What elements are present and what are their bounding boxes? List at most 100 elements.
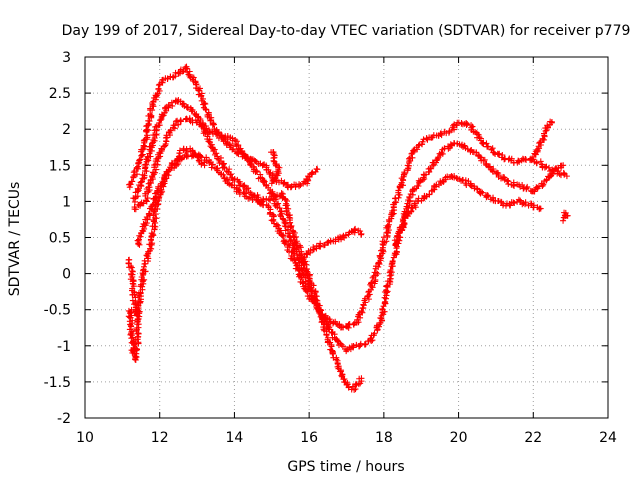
data-point-marker	[358, 230, 365, 237]
data-point-marker	[379, 305, 386, 312]
data-point-marker	[438, 132, 445, 139]
data-point-marker	[149, 169, 156, 176]
data-point-marker	[560, 162, 567, 169]
data-point-marker	[165, 167, 172, 174]
data-point-marker	[368, 279, 375, 286]
x-tick-label: 14	[226, 430, 244, 446]
data-point-marker	[171, 122, 178, 129]
data-point-marker	[284, 211, 291, 218]
data-point-marker	[366, 288, 373, 295]
data-point-marker	[368, 338, 375, 345]
data-point-marker	[156, 119, 163, 126]
data-point-marker	[175, 121, 182, 128]
data-point-marker	[479, 189, 486, 196]
data-point-marker	[245, 195, 252, 202]
data-point-marker	[275, 222, 282, 229]
data-point-marker	[313, 165, 320, 172]
data-point-marker	[303, 268, 310, 275]
data-point-marker	[563, 173, 570, 180]
data-point-marker	[146, 241, 153, 248]
data-point-marker	[149, 240, 156, 247]
data-point-marker	[292, 265, 299, 272]
data-point-marker	[522, 201, 529, 208]
data-point-marker	[155, 201, 162, 208]
x-tick-label: 12	[151, 430, 169, 446]
data-point-marker	[426, 191, 433, 198]
data-point-marker	[396, 226, 403, 233]
data-point-marker	[278, 190, 285, 197]
data-point-marker	[128, 323, 135, 330]
data-point-marker	[355, 381, 362, 388]
data-point-marker	[484, 192, 491, 199]
data-point-marker	[137, 233, 144, 240]
data-point-marker	[414, 182, 421, 189]
data-point-marker	[426, 168, 433, 175]
data-point-marker	[143, 214, 150, 221]
data-point-marker	[132, 345, 139, 352]
data-point-marker	[156, 117, 163, 124]
data-point-marker	[350, 321, 357, 328]
data-point-marker	[382, 298, 389, 305]
data-point-marker	[441, 128, 448, 135]
data-point-marker	[351, 386, 358, 393]
data-point-marker	[291, 229, 298, 236]
data-point-marker	[446, 128, 453, 135]
data-point-marker	[515, 158, 522, 165]
data-point-marker	[504, 177, 511, 184]
data-point-marker	[537, 158, 544, 165]
data-point-marker	[137, 179, 144, 186]
data-point-marker	[276, 205, 283, 212]
data-point-marker	[267, 197, 274, 204]
data-point-marker	[323, 331, 330, 338]
data-point-marker	[481, 156, 488, 163]
data-point-marker	[175, 156, 182, 163]
data-point-marker	[137, 156, 144, 163]
data-point-marker	[383, 238, 390, 245]
y-tick-label: -0.5	[44, 303, 71, 319]
data-point-marker	[253, 167, 260, 174]
data-point-marker	[220, 161, 227, 168]
data-point-marker	[537, 205, 544, 212]
data-point-marker	[510, 182, 517, 189]
data-point-marker	[504, 178, 511, 185]
y-tick-label: 2.5	[49, 86, 71, 102]
data-point-marker	[220, 163, 227, 170]
data-point-marker	[278, 210, 285, 217]
data-point-marker	[480, 141, 487, 148]
data-point-marker	[270, 216, 277, 223]
data-point-marker	[329, 350, 336, 357]
data-point-marker	[371, 269, 378, 276]
grid-lines	[85, 57, 608, 418]
data-point-marker	[414, 198, 421, 205]
data-point-marker	[308, 286, 315, 293]
data-point-marker	[529, 154, 536, 161]
data-point-marker	[540, 181, 547, 188]
data-point-marker	[153, 123, 160, 130]
data-point-marker	[130, 169, 137, 176]
data-point-marker	[301, 254, 308, 261]
y-tick-label: -1.5	[44, 375, 71, 391]
data-point-marker	[128, 320, 135, 327]
data-point-marker	[282, 239, 289, 246]
data-point-marker	[350, 343, 357, 350]
data-point-marker	[152, 131, 159, 138]
data-point-marker	[286, 214, 293, 221]
data-point-marker	[206, 129, 213, 136]
y-tick-label: 1.5	[49, 158, 71, 174]
data-point-marker	[313, 297, 320, 304]
data-point-marker	[357, 314, 364, 321]
data-point-marker	[149, 107, 156, 114]
data-point-marker	[226, 166, 233, 173]
data-point-marker	[230, 146, 237, 153]
data-point-marker	[395, 230, 402, 237]
data-point-marker	[195, 157, 202, 164]
data-point-marker	[511, 182, 518, 189]
data-point-marker	[145, 120, 152, 127]
data-point-marker	[505, 181, 512, 188]
x-axis-label: GPS time / hours	[287, 459, 404, 475]
data-point-marker	[351, 229, 358, 236]
data-point-marker	[302, 267, 309, 274]
data-point-marker	[282, 202, 289, 209]
data-point-marker	[340, 376, 347, 383]
